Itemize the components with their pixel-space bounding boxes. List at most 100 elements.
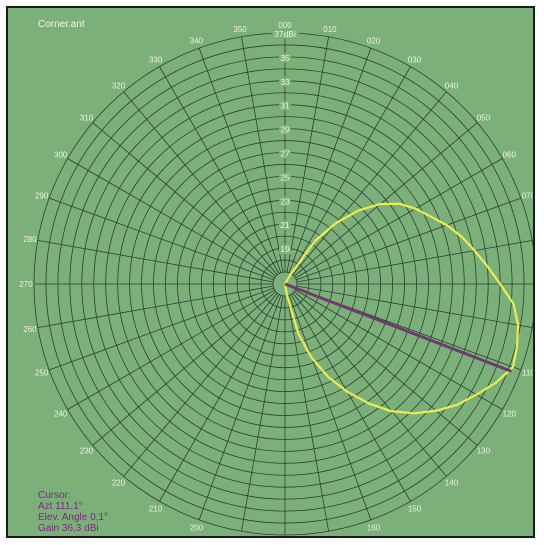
azimuth-tick-label: 210 [149,504,163,513]
grid-spoke [49,197,274,281]
azimuth-tick-label: 270 [19,280,33,289]
grid-spoke [198,295,282,520]
azimuth-tick-label: 050 [477,114,491,123]
grid-spoke [198,48,282,273]
azimuth-tick-label: 250 [35,369,49,378]
azimuth-tick-label: 120 [503,410,517,419]
azimuth-tick-label: 230 [80,446,94,455]
azimuth-tick-label: 300 [54,151,68,160]
radial-label-bg [279,220,291,231]
grid-spoke [92,291,277,446]
azimuth-tick-label: 200 [190,523,204,532]
file-name-label: Corner.ant [38,19,85,30]
cursor-elevation: Elev. Angle 0,1° [38,512,108,523]
azimuth-tick-label: 260 [23,325,37,334]
grid-spoke [293,122,478,277]
cursor-readout: Cursor: Azt 111,1° Elev. Angle 0,1° Gain… [38,490,108,534]
azimuth-tick-label: 340 [190,37,204,46]
pattern-point [357,209,360,212]
azimuth-tick-label: 030 [408,56,422,65]
grid-spoke [67,158,275,279]
pattern-point [346,390,349,393]
pattern-point [486,265,489,268]
radial-label-bg [279,76,291,87]
azimuth-tick-label: 290 [35,191,49,200]
radial-label-bg [279,100,291,111]
pattern-point [495,381,498,384]
azimuth-tick-label: 280 [23,235,37,244]
azimuth-tick-label: 080 [533,235,535,244]
pattern-point [445,224,448,227]
grid-spoke [293,291,478,446]
pattern-point [379,203,382,205]
polar-grid [33,32,533,536]
grid-spoke [159,294,280,502]
radial-label-bg [279,244,291,255]
grid-spoke [49,287,274,371]
grid-spoke [37,285,274,328]
radial-tick-label: 19 [280,244,290,254]
pattern-point [311,357,313,360]
azimuth-tick-label: 020 [367,37,381,46]
pattern-point [499,283,502,285]
grid-spoke [286,295,329,532]
pattern-point [314,239,317,242]
azimuth-tick-label: 350 [233,25,247,34]
radial-tick-label: 29 [280,125,290,135]
grid-spoke [292,292,447,477]
grid-spoke [296,197,521,281]
grid-spoke [295,158,503,279]
label-layer: 0000100200300400500600700800901001101201… [19,21,535,538]
grid-spoke [288,295,372,520]
radial-label-bg [271,29,299,39]
pattern-point [475,393,478,396]
azimuth-tick-label: 010 [323,25,337,34]
cursor-heading: Cursor: [38,490,71,501]
radial-tick-label: 23 [280,196,290,206]
pattern-point [297,332,300,335]
pattern-point [398,202,401,205]
azimuth-tick-label: 070 [522,191,535,200]
pattern-point [413,412,416,415]
pattern-point [286,294,288,297]
radial-tick-label: 27 [280,149,290,159]
azimuth-tick-label: 320 [112,82,126,91]
grid-spoke [159,66,280,274]
azimuth-tick-label: 060 [503,151,517,160]
cursor-gain: Gain 36,3 dBi [38,523,99,534]
pattern-point [517,324,519,326]
azimuth-tick-label: 330 [149,56,163,65]
pattern-point [512,366,514,368]
radial-label-bg [279,196,291,207]
grid-spoke [296,285,533,328]
grid-spoke [288,48,372,273]
pattern-point [290,272,292,275]
grid-spoke [296,240,533,283]
polar-chart[interactable]: 0000100200300400500600700800901001101201… [8,8,535,538]
radial-label-bg [279,148,291,159]
azimuth-tick-label: 110 [522,369,535,378]
grid-spoke [67,289,275,410]
azimuth-tick-label: 240 [54,410,68,419]
pattern-point [414,207,417,210]
radial-label-bg [279,124,291,135]
azimuth-tick-label: 040 [445,82,459,91]
polar-plot-frame[interactable]: 0000100200300400500600700800901001101201… [6,6,535,538]
grid-spoke [123,292,278,477]
cursor-line [284,282,512,373]
grid-spoke [290,66,411,274]
pattern-point [429,215,432,218]
radial-tick-label: 21 [280,220,290,230]
pattern-point [390,410,393,413]
azimuth-tick-label: 310 [80,114,94,123]
azimuth-tick-label: 000 [278,21,292,30]
azimuth-tick-label: 190 [233,535,247,538]
pattern-point [460,235,463,238]
azimuth-tick-label: 160 [367,523,381,532]
radial-tick-label: 25 [280,172,290,182]
azimuth-tick-label: 130 [477,446,491,455]
grid-spoke [292,91,447,276]
pattern-point [335,221,338,224]
radial-tick-label: 35 [280,53,290,63]
pattern-point [516,345,518,348]
